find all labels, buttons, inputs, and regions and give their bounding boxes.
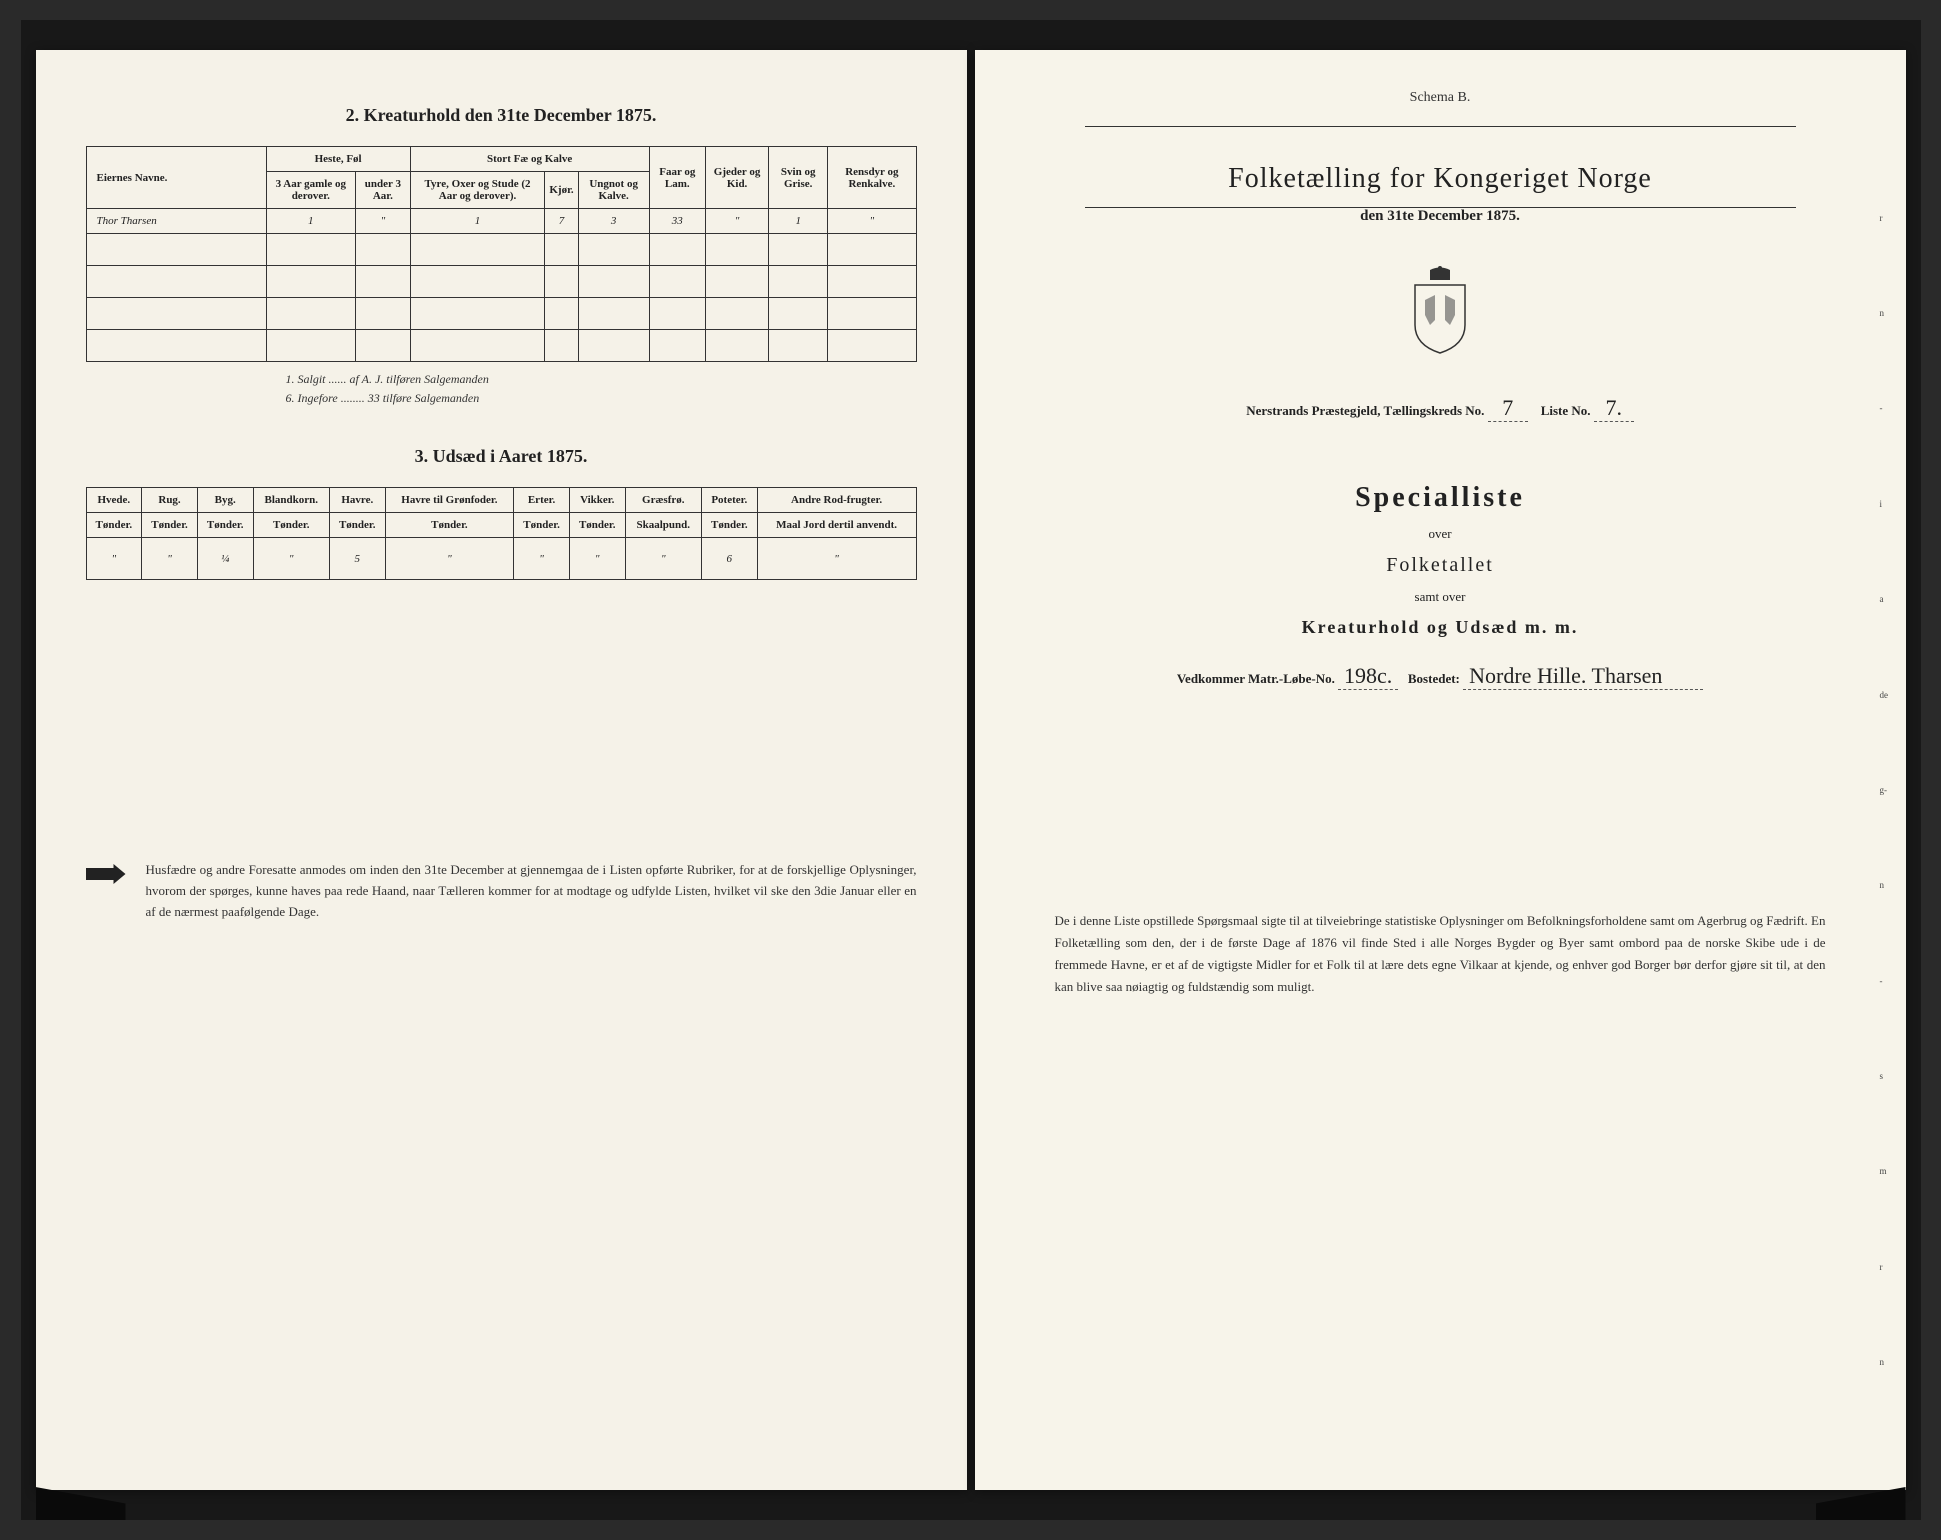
th-heste-group: Heste, Føl — [266, 147, 410, 172]
section2-title: 2. Kreaturhold den 31te December 1875. — [86, 105, 917, 126]
bost-value: Nordre Hille. Tharsen — [1463, 663, 1703, 690]
seed-th: Græsfrø. — [625, 488, 701, 513]
th-name: Eiernes Navne. — [86, 147, 266, 209]
th-svin: Svin og Grise. — [769, 147, 828, 209]
seed-subth: Tønder. — [142, 513, 198, 538]
section3-title: 3. Udsæd i Aaret 1875. — [86, 446, 917, 467]
bottom-paragraph: De i denne Liste opstillede Spørgsmaal s… — [1055, 910, 1826, 998]
seed-headers: Hvede.Rug.Byg.Blandkorn.Havre.Havre til … — [86, 488, 916, 513]
empty-row — [86, 330, 916, 362]
note-2: 6. Ingefore ........ 33 tilføre Salgeman… — [286, 391, 917, 406]
parish-line: Nerstrands Præstegjeld, Tællingskreds No… — [1025, 395, 1856, 422]
cell: " — [828, 209, 916, 234]
main-title: Folketælling for Kongeriget Norge — [1085, 163, 1796, 195]
seed-subth: Tønder. — [86, 513, 142, 538]
right-page: Schema B. Folketælling for Kongeriget No… — [975, 50, 1906, 1490]
schema-label: Schema B. — [1025, 90, 1856, 106]
special-title: Specialliste — [1025, 482, 1856, 514]
seed-cell: " — [757, 538, 916, 580]
seed-th: Havre. — [329, 488, 385, 513]
seed-th: Havre til Grønfoder. — [385, 488, 514, 513]
seed-subth: Skaalpund. — [625, 513, 701, 538]
cell: 1 — [266, 209, 356, 234]
vedk-prefix: Vedkommer Matr.-Løbe-No. — [1177, 671, 1335, 686]
th-stort-group: Stort Fæ og Kalve — [410, 147, 649, 172]
footer-text: Husfædre og andre Foresatte anmodes om i… — [146, 862, 917, 919]
cell: " — [356, 209, 411, 234]
liste-number: 7. — [1594, 395, 1634, 422]
seed-row: ""¼"5""""6" — [86, 538, 916, 580]
seed-subth: Tønder. — [253, 513, 329, 538]
seed-cell: ¼ — [197, 538, 253, 580]
empty-row — [86, 266, 916, 298]
footer-note: Husfædre og andre Foresatte anmodes om i… — [86, 860, 917, 922]
kreds-number: 7 — [1488, 395, 1528, 422]
page-edge-marks: rn-iadeg-n-smrn — [1880, 170, 1900, 1410]
seed-th: Vikker. — [569, 488, 625, 513]
seed-subth: Tønder. — [197, 513, 253, 538]
th-heste3: 3 Aar gamle og derover. — [266, 172, 356, 209]
sub-date: den 31te December 1875. — [1025, 208, 1856, 225]
seed-cell: " — [385, 538, 514, 580]
seed-cell: 6 — [701, 538, 757, 580]
seed-cell: " — [625, 538, 701, 580]
th-gjeder: Gjeder og Kid. — [705, 147, 768, 209]
seed-subth: Tønder. — [385, 513, 514, 538]
left-page: 2. Kreaturhold den 31te December 1875. E… — [36, 50, 967, 1490]
seed-cell: " — [569, 538, 625, 580]
seed-subth: Tønder. — [701, 513, 757, 538]
th-ungnot: Ungnot og Kalve. — [578, 172, 649, 209]
seed-th: Hvede. — [86, 488, 142, 513]
th-rensdyr: Rensdyr og Renkalve. — [828, 147, 916, 209]
samt-text: samt over — [1025, 589, 1856, 605]
empty-row — [86, 298, 916, 330]
seed-th: Erter. — [514, 488, 570, 513]
seed-th: Andre Rod-frugter. — [757, 488, 916, 513]
seed-cell: " — [86, 538, 142, 580]
empty-row — [86, 234, 916, 266]
liste-label: Liste No. — [1541, 403, 1591, 418]
th-faar: Faar og Lam. — [649, 147, 705, 209]
seed-cell: " — [514, 538, 570, 580]
matr-num: 198c. — [1338, 663, 1398, 690]
seed-th: Poteter. — [701, 488, 757, 513]
seed-subheaders: Tønder.Tønder.Tønder.Tønder.Tønder.Tønde… — [86, 513, 916, 538]
livestock-row: Thor Tharsen 1 " 1 7 3 33 " 1 " — [86, 209, 916, 234]
document-spread: 2. Kreaturhold den 31te December 1875. E… — [21, 20, 1921, 1520]
seed-subth: Tønder. — [514, 513, 570, 538]
seed-th: Byg. — [197, 488, 253, 513]
th-kjor: Kjør. — [545, 172, 578, 209]
coat-of-arms-icon — [1405, 265, 1475, 355]
cell: " — [705, 209, 768, 234]
cell: 1 — [769, 209, 828, 234]
parish-prefix: Nerstrands Præstegjeld, Tællingskreds No… — [1246, 403, 1484, 418]
livestock-table: Eiernes Navne. Heste, Føl Stort Fæ og Ka… — [86, 146, 917, 362]
seed-cell: 5 — [329, 538, 385, 580]
over-text: over — [1025, 526, 1856, 542]
seed-cell: " — [253, 538, 329, 580]
vedkommer-line: Vedkommer Matr.-Løbe-No. 198c. Bostedet:… — [1025, 663, 1856, 690]
seed-cell: " — [142, 538, 198, 580]
folket-text: Folketallet — [1025, 554, 1856, 577]
cell: 7 — [545, 209, 578, 234]
bost-label: Bostedet: — [1408, 671, 1460, 686]
pointing-hand-icon — [86, 864, 126, 884]
seed-table: Hvede.Rug.Byg.Blandkorn.Havre.Havre til … — [86, 487, 917, 580]
seed-subth: Maal Jord dertil anvendt. — [757, 513, 916, 538]
cell: 3 — [578, 209, 649, 234]
cell: 1 — [410, 209, 545, 234]
kreatur-text: Kreaturhold og Udsæd m. m. — [1025, 617, 1856, 638]
owner-name: Thor Tharsen — [86, 209, 266, 234]
note-1: 1. Salgit ...... af A. J. tilføren Salge… — [286, 372, 917, 387]
th-tyre: Tyre, Oxer og Stude (2 Aar og derover). — [410, 172, 545, 209]
th-hesteU3: under 3 Aar. — [356, 172, 411, 209]
cell: 33 — [649, 209, 705, 234]
seed-subth: Tønder. — [569, 513, 625, 538]
seed-th: Rug. — [142, 488, 198, 513]
seed-th: Blandkorn. — [253, 488, 329, 513]
seed-subth: Tønder. — [329, 513, 385, 538]
